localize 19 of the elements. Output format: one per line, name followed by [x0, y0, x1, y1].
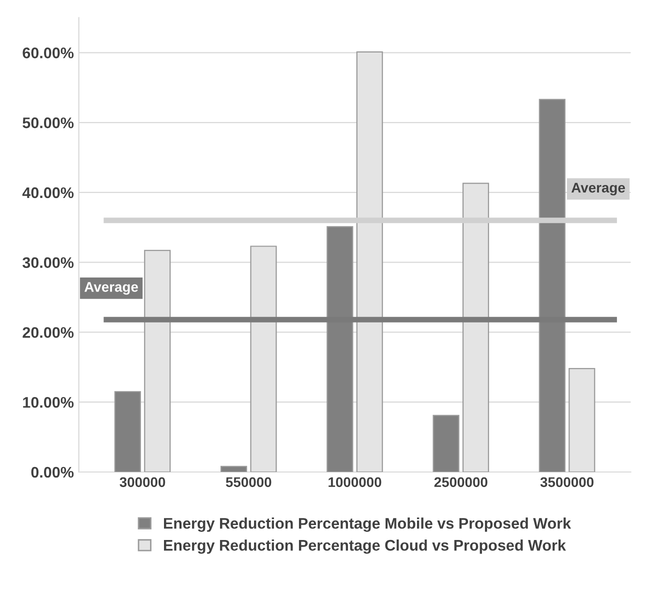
y-tick-label: 0.00% — [31, 466, 74, 478]
legend-label: Energy Reduction Percentage Mobile vs Proposed Work — [164, 518, 572, 532]
y-tick-label: 60.00% — [22, 48, 74, 58]
y-tick-label: 40.00% — [22, 187, 74, 198]
bar — [114, 391, 141, 472]
x-tick-label: 2500000 — [434, 477, 488, 488]
y-tick-label: 20.00% — [22, 327, 74, 338]
ref-line-label: Average — [84, 282, 138, 295]
ref-line-label: Average — [571, 182, 625, 196]
x-tick-label: 300000 — [120, 477, 166, 488]
legend-label: Energy Reduction Percentage Cloud vs Proposed Work — [164, 540, 566, 554]
y-tick-label: 30.00% — [22, 257, 74, 268]
x-tick-label: 550000 — [226, 477, 272, 488]
x-tick-label: 3500000 — [540, 477, 594, 488]
bar — [220, 466, 248, 472]
y-tick-label: 50.00% — [22, 117, 74, 128]
y-tick-label: 10.00% — [23, 396, 74, 408]
x-tick-label: 1000000 — [328, 477, 382, 488]
bar — [432, 414, 460, 472]
